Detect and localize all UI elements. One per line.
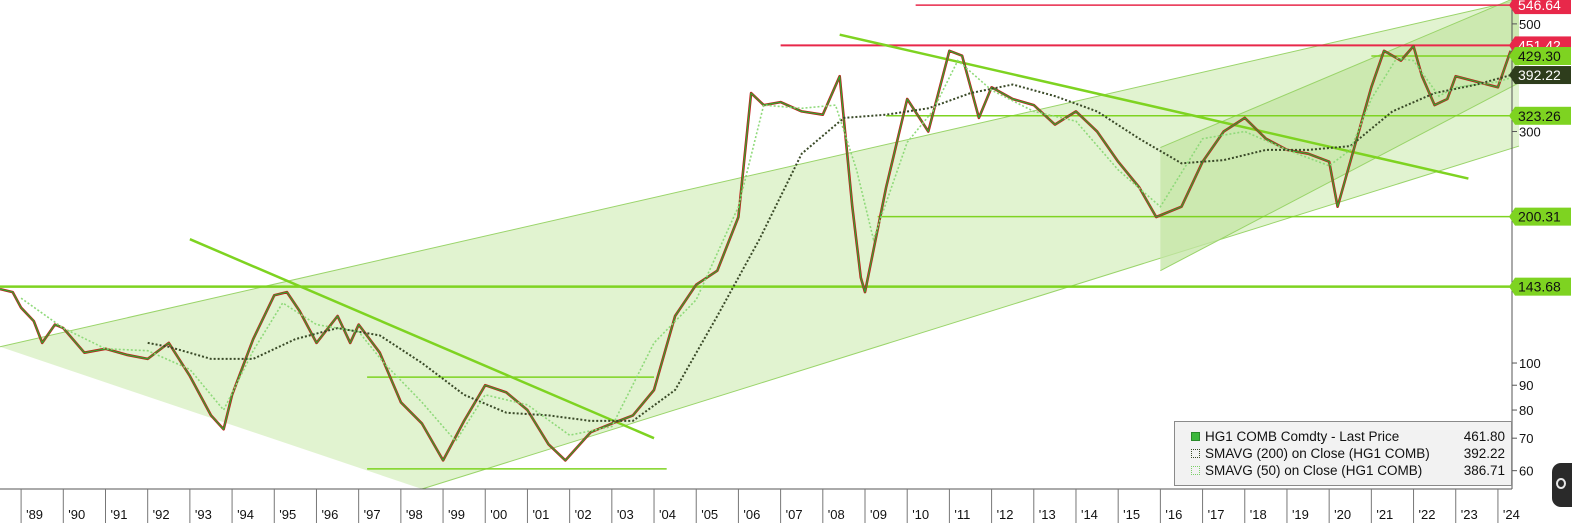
chart-series [0, 44, 1512, 462]
y-tick-label: 90 [1519, 378, 1533, 393]
x-tick-label: '17 [1208, 507, 1225, 522]
x-tick-label: '12 [997, 507, 1014, 522]
x-tick-label: '03 [617, 507, 634, 522]
channel-band-0 [0, 0, 1520, 489]
x-tick-label: '20 [1334, 507, 1351, 522]
price-tag-pointer [1509, 106, 1515, 125]
legend-box[interactable]: HG1 COMB Comdty - Last Price 461.80 SMAV… [1174, 421, 1512, 486]
legend-label: SMAVG (50) on Close (HG1 COMB) [1205, 463, 1423, 478]
x-tick-label: '19 [1292, 507, 1309, 522]
x-tick-label: '22 [1419, 507, 1436, 522]
price-tag-box [1515, 47, 1571, 66]
x-tick-label: '91 [110, 507, 127, 522]
price-tag-box [1515, 277, 1571, 296]
price-tag-pointer [1509, 207, 1515, 226]
channel-band-1 [1160, 0, 1520, 271]
x-tick-label: '09 [870, 507, 887, 522]
x-tick-label: '01 [532, 507, 549, 522]
x-tick-label: '21 [1376, 507, 1393, 522]
legend-item-sma200: SMAVG (200) on Close (HG1 COMB) 392.22 [1181, 445, 1505, 462]
price-tag: 323.26 [1509, 106, 1571, 125]
y-tick-label: 60 [1519, 464, 1533, 479]
legend-item-last-price: HG1 COMB Comdty - Last Price 461.80 [1181, 428, 1505, 445]
x-tick-label: '16 [1165, 507, 1182, 522]
x-tick-label: '13 [1039, 507, 1056, 522]
x-tick-label: '94 [237, 507, 254, 522]
x-tick-label: '11 [954, 507, 970, 522]
sma50-line [20, 57, 1511, 443]
x-tick-label: '95 [279, 507, 296, 522]
price-tag-box [1515, 106, 1571, 125]
panel-toggle-handle[interactable] [1552, 463, 1572, 507]
price-tag-label: 323.26 [1518, 108, 1561, 124]
x-tick-label: '92 [153, 507, 170, 522]
x-tick-label: '96 [321, 507, 338, 522]
x-tick-label: '02 [575, 507, 592, 522]
legend-item-sma50: SMAVG (50) on Close (HG1 COMB) 386.71 [1181, 462, 1505, 479]
x-tick-label: '15 [1123, 507, 1140, 522]
legend-value: 386.71 [1463, 463, 1505, 478]
price-tag: 200.31 [1509, 207, 1571, 226]
x-tick-label: '10 [912, 507, 929, 522]
price-tag-pointer [1509, 47, 1515, 66]
legend-swatch-sma200 [1191, 449, 1200, 458]
y-tick-label: 100 [1519, 356, 1541, 371]
price-tag-pointer [1509, 66, 1515, 85]
price-tag-label: 546.64 [1518, 0, 1561, 13]
x-tick-label: '08 [828, 507, 845, 522]
power-icon [1556, 478, 1566, 489]
x-tick-label: '07 [786, 507, 803, 522]
y-tick-label: 80 [1519, 403, 1533, 418]
trend-line-1 [839, 33, 1469, 180]
price-line [0, 45, 1512, 461]
legend-value: 461.80 [1463, 429, 1505, 444]
chart-background-annotations [0, 0, 1520, 490]
y-tick-label: 300 [1519, 125, 1541, 140]
price-tag: 546.64 [1509, 0, 1571, 15]
channel-lower-line-1 [1160, 82, 1520, 272]
x-tick-label: '97 [364, 507, 381, 522]
x-tick-label: '05 [701, 507, 718, 522]
price-tag-pointer [1509, 277, 1515, 296]
x-tick-label: '00 [490, 507, 507, 522]
price-tags: 546.64451.42429.30392.22323.26200.31143.… [1509, 0, 1571, 296]
price-tag-label: 143.68 [1518, 279, 1561, 295]
price-tag-label: 200.31 [1518, 209, 1561, 225]
legend-label: HG1 COMB Comdty - Last Price [1205, 429, 1400, 444]
legend-swatch-last-price [1191, 432, 1200, 441]
x-tick-label: '18 [1250, 507, 1267, 522]
legend-value: 392.22 [1463, 446, 1505, 461]
x-tick-label: '23 [1461, 507, 1478, 522]
y-tick-label: 70 [1519, 431, 1533, 446]
price-tag-pointer [1509, 0, 1515, 15]
x-tick-label: '89 [26, 507, 43, 522]
y-tick-label: 500 [1519, 17, 1541, 32]
x-tick-label: '14 [1081, 507, 1098, 522]
legend-swatch-sma50 [1191, 466, 1200, 475]
price-tag: 143.68 [1509, 277, 1571, 296]
x-tick-label: '99 [448, 507, 465, 522]
price-tag-label: 392.22 [1518, 67, 1561, 83]
price-tag-box [1515, 66, 1571, 85]
price-tag-box [1515, 0, 1571, 15]
price-tag-label: 429.30 [1518, 48, 1561, 64]
x-tick-label: '90 [68, 507, 85, 522]
x-tick-label: '98 [406, 507, 423, 522]
x-tick-label: '93 [195, 507, 212, 522]
price-tag: 429.30 [1509, 47, 1571, 66]
x-tick-label: '04 [659, 507, 676, 522]
price-tag-box [1515, 207, 1571, 226]
channel-upper-line-0 [0, 0, 1520, 348]
legend-label: SMAVG (200) on Close (HG1 COMB) [1205, 446, 1430, 461]
x-tick-label: '24 [1503, 507, 1520, 522]
trend-line-0 [189, 238, 655, 440]
x-tick-label: '06 [743, 507, 760, 522]
price-tag: 392.22 [1509, 66, 1571, 85]
